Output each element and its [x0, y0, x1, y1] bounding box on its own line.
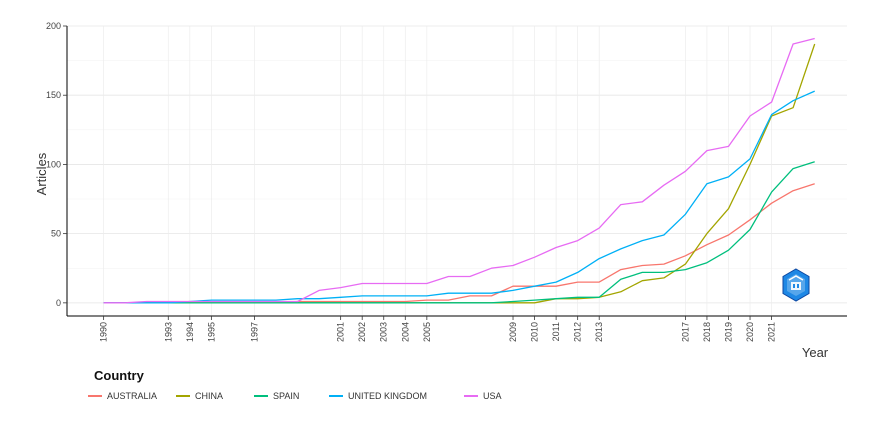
watermark-logo-icon: [782, 268, 810, 302]
legend-label-china: CHINA: [195, 391, 224, 401]
series-line-usa: [103, 37, 815, 304]
legend-label-spain: SPAIN: [273, 391, 300, 401]
series-lines: [103, 37, 816, 304]
legend-key-united-kingdom: [329, 395, 343, 397]
x-tick-label: 2021: [767, 322, 777, 342]
legend-item-united-kingdom: UNITED KINGDOM: [329, 391, 464, 401]
series-line-china: [103, 43, 816, 304]
x-tick-label: 2020: [745, 322, 755, 342]
x-axis-title: Year: [802, 345, 829, 360]
legend-key-china: [176, 395, 190, 397]
axes: [66, 26, 847, 317]
legend-label-australia: AUSTRALIA: [107, 391, 158, 401]
x-tick-label: 2001: [336, 322, 346, 342]
y-tick-label: 50: [51, 229, 61, 239]
legend-label-usa: USA: [483, 391, 502, 401]
legend-title: Country: [94, 368, 144, 383]
x-tick-label: 2003: [379, 322, 389, 342]
legend-item-china: CHINA: [176, 391, 254, 401]
legend-key-spain: [254, 395, 268, 397]
legend-item-spain: SPAIN: [254, 391, 329, 401]
y-axis-title: Articles: [34, 152, 49, 195]
x-tick-label: 1993: [163, 322, 173, 342]
x-tick-label: 2005: [422, 322, 432, 342]
x-tick-label: 2012: [573, 322, 583, 342]
y-tick-label: 200: [46, 21, 61, 31]
y-tick-label: 0: [56, 298, 61, 308]
x-tick-label: 1995: [206, 322, 216, 342]
x-tick-label: 2018: [702, 322, 712, 342]
x-tick-label: 1990: [99, 322, 109, 342]
legend-key-usa: [464, 395, 478, 397]
y-tick-label: 100: [46, 159, 61, 169]
x-tick-label: 2004: [400, 322, 410, 342]
x-tick-label: 2002: [357, 322, 367, 342]
x-tick-label: 2013: [594, 322, 604, 342]
x-tick-label: 2010: [530, 322, 540, 342]
series-line-australia: [103, 183, 815, 304]
x-tick-label: 2009: [508, 322, 518, 342]
x-tick-label: 2017: [680, 322, 690, 342]
legend-item-australia: AUSTRALIA: [88, 391, 176, 401]
legend-item-usa: USA: [464, 391, 502, 401]
legend-items: AUSTRALIA CHINA SPAIN UNITED KINGDOM USA: [88, 391, 502, 401]
x-tick-label: 2011: [551, 322, 561, 341]
tick-labels: 0 50 100 150 200 1990 1993 1994 1995 1997 2001 2002…: [46, 21, 777, 342]
y-tick-label: 150: [46, 90, 61, 100]
series-line-united-kingdom: [103, 90, 815, 304]
x-tick-label: 1997: [249, 322, 259, 342]
legend-key-australia: [88, 395, 102, 397]
grid: [67, 25, 847, 316]
x-tick-label: 2019: [723, 322, 733, 342]
series-line-spain: [103, 161, 815, 304]
legend: Country AUSTRALIA CHINA SPAIN UNITED KIN…: [88, 368, 502, 401]
x-tick-label: 1994: [185, 322, 195, 342]
legend-label-united-kingdom: UNITED KINGDOM: [348, 391, 428, 401]
